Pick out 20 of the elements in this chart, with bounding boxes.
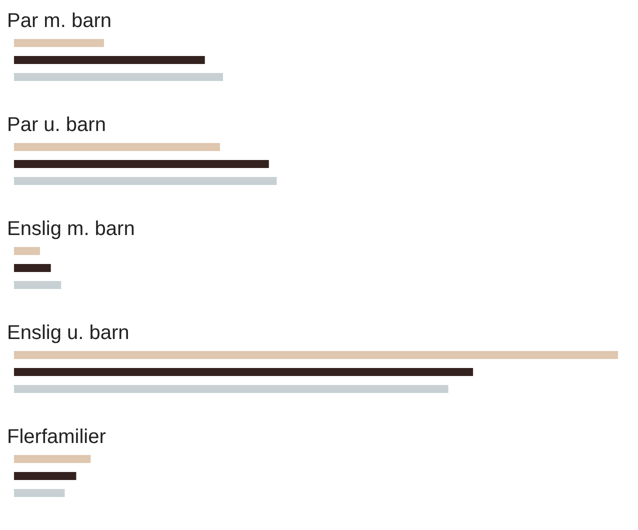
bar	[14, 472, 76, 480]
bar	[14, 73, 223, 81]
bar	[14, 368, 474, 376]
y-tick-label: Par u. barn	[7, 114, 106, 136]
bar	[14, 160, 269, 168]
bar	[14, 385, 448, 393]
bar	[14, 351, 618, 359]
y-tick-label: Flerfamilier	[7, 426, 106, 448]
y-tick-label: Enslig u. barn	[7, 322, 130, 344]
bar	[14, 281, 62, 289]
bar	[14, 39, 104, 47]
bar	[14, 247, 40, 255]
y-tick-label: Enslig m. barn	[7, 218, 135, 240]
bar	[14, 56, 205, 64]
bar	[14, 143, 220, 151]
y-tick-label: Par m. barn	[7, 10, 112, 32]
bar	[14, 264, 51, 272]
bar	[14, 177, 277, 185]
bar	[14, 489, 65, 497]
bar	[14, 455, 91, 463]
